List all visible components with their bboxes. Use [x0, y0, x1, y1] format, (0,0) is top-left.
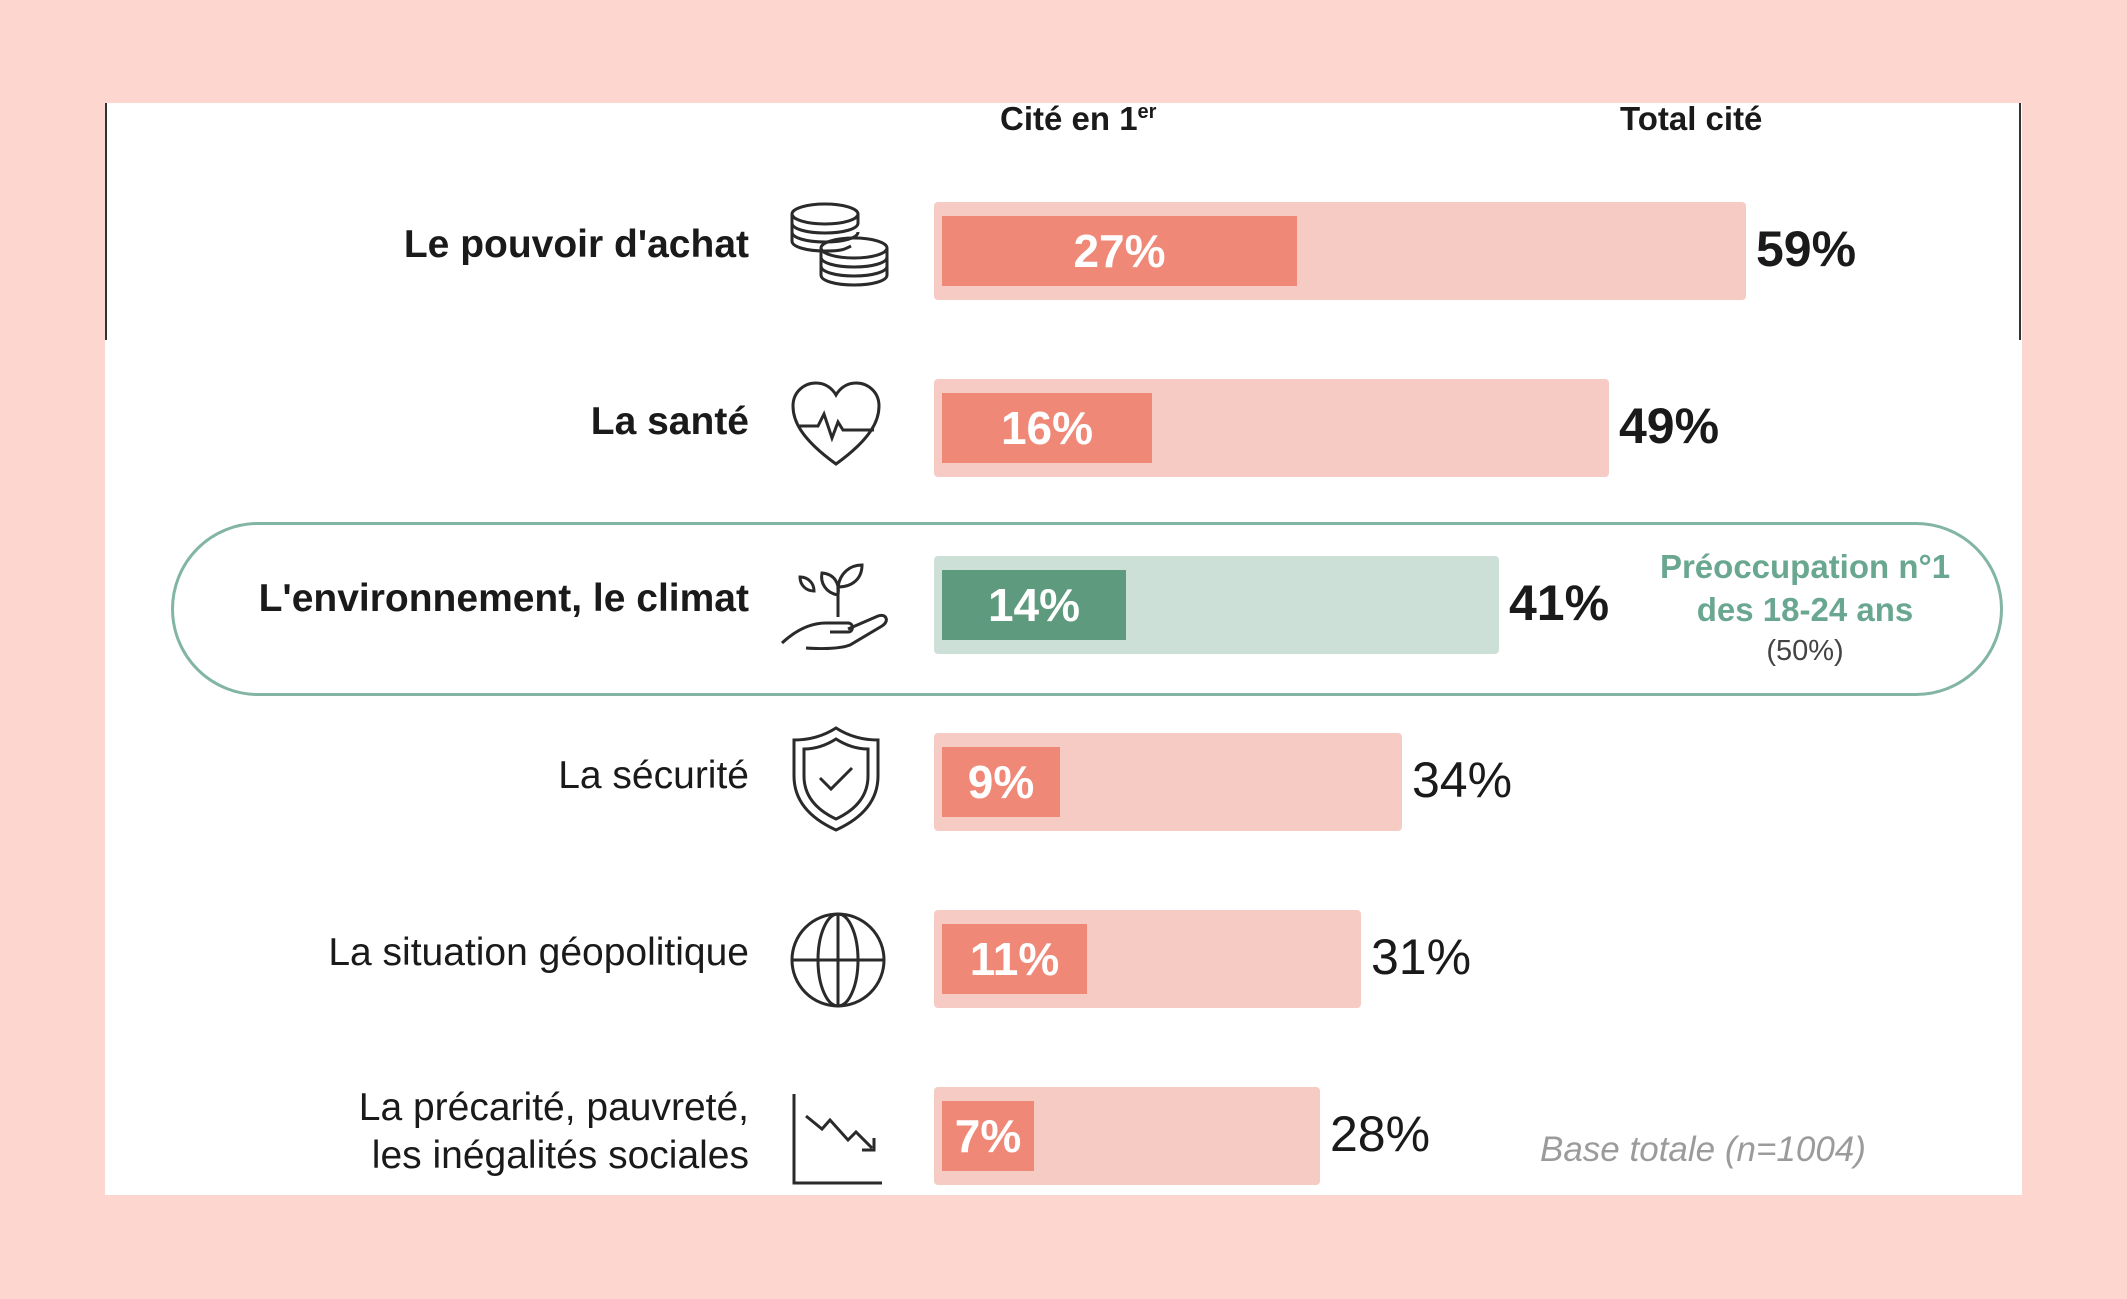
category-label: La situation géopolitique	[328, 929, 749, 977]
total-cited-label: 34%	[1412, 752, 1513, 808]
callout-18-24: Préoccupation n°1 des 18-24 ans (50%)	[1640, 545, 1970, 671]
panel-edge-left	[105, 103, 107, 340]
panel-edge-right	[2019, 103, 2021, 340]
category-label-line: La santé	[590, 400, 749, 443]
total-cited-label: 49%	[1619, 398, 1720, 454]
callout-line2: des 18-24 ans	[1696, 591, 1914, 628]
first-cited-bar: 11%	[942, 924, 1087, 994]
shield-check-icon	[790, 725, 882, 838]
category-label-line: La précarité, pauvreté,	[358, 1086, 749, 1129]
header-first-cited: Cité en 1er	[1000, 100, 1157, 137]
chart-down-icon	[790, 1092, 885, 1192]
highlight-outline	[171, 522, 2003, 696]
coins-icon	[785, 200, 897, 299]
first-cited-label: 16%	[1000, 402, 1094, 454]
total-cited-label: 28%	[1330, 1106, 1431, 1162]
first-cited-label: 11%	[969, 933, 1060, 985]
category-label: La précarité, pauvreté, les inégalités so…	[359, 1084, 749, 1180]
base-note: Base totale (n=1004)	[1540, 1130, 1866, 1169]
total-cited-label: 31%	[1371, 929, 1472, 985]
category-label: La santé	[591, 398, 749, 446]
first-cited-label: 9%	[967, 756, 1035, 808]
first-cited-label: 27%	[1073, 225, 1166, 277]
category-label: La sécurité	[558, 752, 749, 800]
first-cited-bar: 7%	[942, 1101, 1034, 1171]
total-cited-label: 59%	[1756, 221, 1857, 277]
first-cited-bar: 14%	[942, 570, 1126, 640]
heart-pulse-icon	[790, 380, 882, 473]
first-cited-label: 14%	[987, 579, 1081, 631]
category-label-line: L'environnement, le climat	[258, 577, 749, 620]
category-label-line: La situation géopolitique	[328, 931, 749, 974]
hand-plant-icon	[778, 555, 900, 655]
callout-line3: (50%)	[1766, 635, 1844, 667]
first-cited-bar: 27%	[942, 216, 1297, 286]
total-cited-label: 41%	[1509, 575, 1610, 631]
first-cited-bar: 16%	[942, 393, 1152, 463]
category-label-line: La sécurité	[558, 754, 749, 797]
category-label-line: Le pouvoir d'achat	[403, 223, 749, 266]
category-label: Le pouvoir d'achat	[404, 221, 749, 269]
header-total-cited: Total cité	[1620, 100, 1763, 137]
globe-icon	[788, 910, 888, 1015]
callout-line1: Préoccupation n°1	[1659, 548, 1951, 585]
category-label-line: les inégalités sociales	[371, 1134, 749, 1177]
first-cited-bar: 9%	[942, 747, 1060, 817]
first-cited-label: 7%	[954, 1110, 1022, 1162]
category-label: L'environnement, le climat	[259, 575, 749, 623]
